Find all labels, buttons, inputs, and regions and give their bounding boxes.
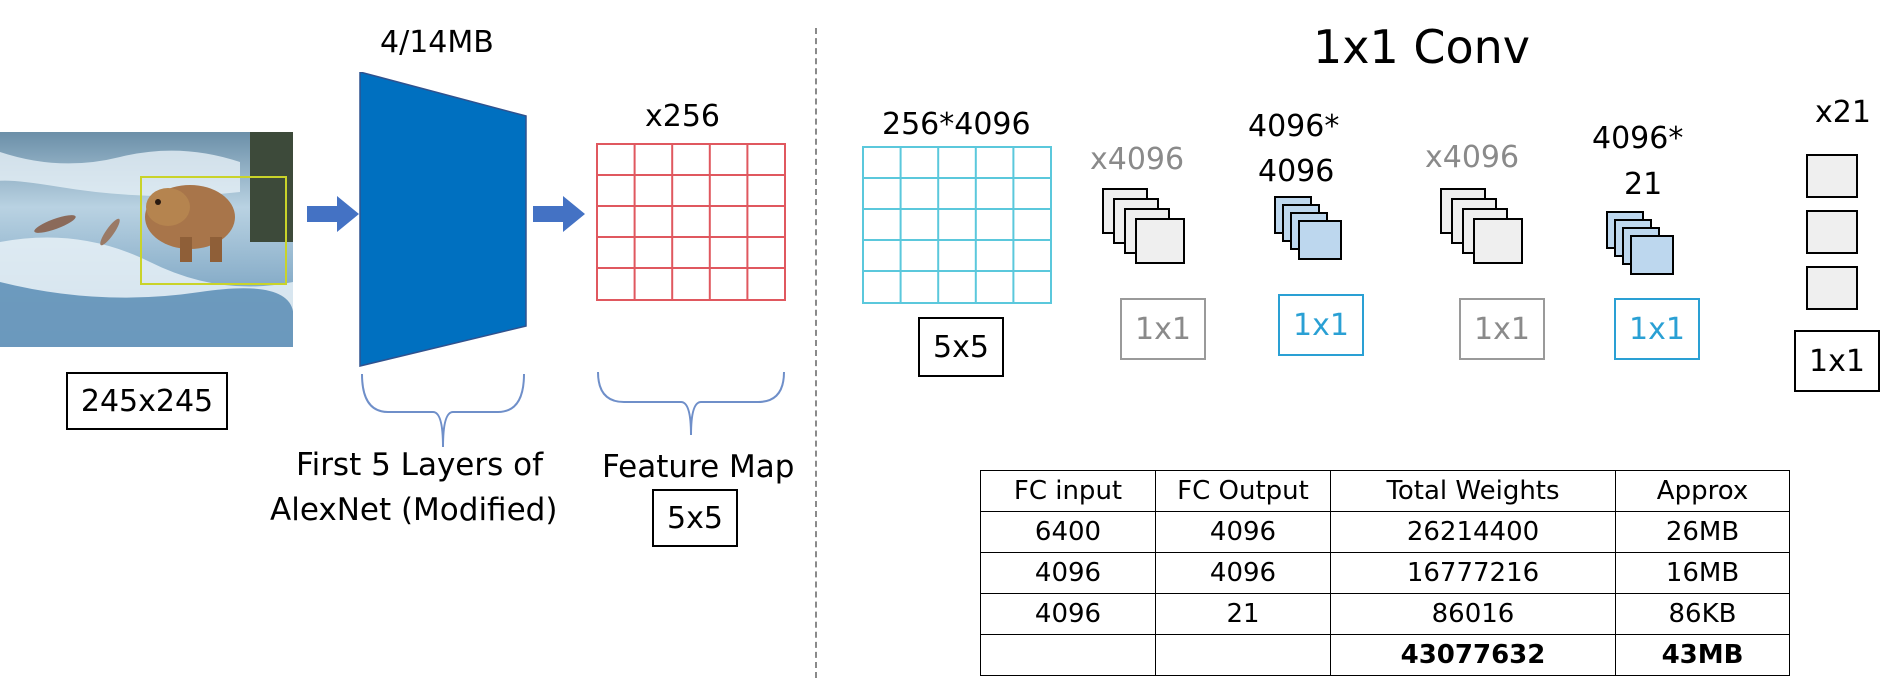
- total-weights: 43077632: [1330, 634, 1616, 676]
- stage1-kernel: 1x1: [1120, 298, 1206, 360]
- total-fc-output: [1155, 634, 1331, 676]
- stage3-stack: [1440, 188, 1523, 264]
- stage4-kernel: 1x1: [1614, 298, 1700, 360]
- output-kernel: 1x1: [1794, 330, 1880, 392]
- cell-fc-output: 4096: [1155, 511, 1331, 553]
- stage2-kernel: 1x1: [1278, 294, 1364, 356]
- weights-label: 256*4096: [882, 107, 1031, 142]
- backbone-brace: [361, 373, 525, 448]
- feature-map-brace: [597, 371, 785, 436]
- header-approx: Approx: [1615, 470, 1790, 512]
- cell-total-weights: 26214400: [1330, 511, 1616, 553]
- cell-approx: 86KB: [1615, 593, 1790, 635]
- feature-map-channels: x256: [645, 99, 721, 134]
- output-square-2: [1806, 210, 1858, 254]
- table-total-row: 43077632 43MB: [980, 634, 1790, 676]
- detection-box: [140, 176, 287, 285]
- feature-map-grid: [596, 143, 786, 301]
- weights-table: FC input FC Output Total Weights Approx …: [980, 470, 1790, 676]
- cell-fc-input: 6400: [980, 511, 1156, 553]
- alexnet-backbone: [359, 72, 527, 367]
- input-photo: [0, 132, 293, 347]
- table-row: 4096 4096 16777216 16MB: [980, 552, 1790, 594]
- backbone-size-label: 4/14MB: [380, 25, 494, 60]
- output-count: x21: [1815, 95, 1871, 130]
- stage2-weights-line2: 4096: [1258, 154, 1335, 189]
- section-title: 1x1 Conv: [1313, 20, 1531, 74]
- total-fc-input: [980, 634, 1156, 676]
- feature-map-caption: Feature Map: [602, 449, 795, 485]
- stage4-weights-line1: 4096*: [1592, 121, 1684, 156]
- header-total-weights: Total Weights: [1330, 470, 1616, 512]
- header-fc-output: FC Output: [1155, 470, 1331, 512]
- stage3-kernel: 1x1: [1459, 298, 1545, 360]
- stage1-stack: [1102, 188, 1185, 264]
- cell-fc-output: 4096: [1155, 552, 1331, 594]
- weights-size: 5x5: [918, 317, 1004, 377]
- output-square-3: [1806, 266, 1858, 310]
- conv-weights-grid: [862, 146, 1052, 304]
- arrow-to-feature-map: [533, 196, 585, 232]
- stage1-count: x4096: [1090, 142, 1185, 177]
- cell-approx: 16MB: [1615, 552, 1790, 594]
- stage4-weights-line2: 21: [1624, 167, 1663, 202]
- table-header-row: FC input FC Output Total Weights Approx: [980, 470, 1790, 512]
- output-square-1: [1806, 154, 1858, 198]
- cell-fc-input: 4096: [980, 593, 1156, 635]
- cell-total-weights: 16777216: [1330, 552, 1616, 594]
- cell-fc-output: 21: [1155, 593, 1331, 635]
- cell-approx: 26MB: [1615, 511, 1790, 553]
- total-approx: 43MB: [1615, 634, 1790, 676]
- table-row: 6400 4096 26214400 26MB: [980, 511, 1790, 553]
- cell-fc-input: 4096: [980, 552, 1156, 594]
- stage2-weights-line1: 4096*: [1248, 109, 1340, 144]
- image-size-label: 245x245: [66, 372, 228, 430]
- backbone-caption-line2: AlexNet (Modified): [270, 492, 558, 528]
- table-row: 4096 21 86016 86KB: [980, 593, 1790, 635]
- arrow-to-backbone: [307, 196, 359, 232]
- backbone-caption-line1: First 5 Layers of: [296, 447, 543, 483]
- stage4-stack: [1606, 211, 1674, 275]
- stage3-count: x4096: [1425, 140, 1520, 175]
- stage2-stack: [1274, 196, 1342, 260]
- header-fc-input: FC input: [980, 470, 1156, 512]
- cell-total-weights: 86016: [1330, 593, 1616, 635]
- section-divider: [815, 28, 817, 678]
- feature-map-size: 5x5: [652, 489, 738, 547]
